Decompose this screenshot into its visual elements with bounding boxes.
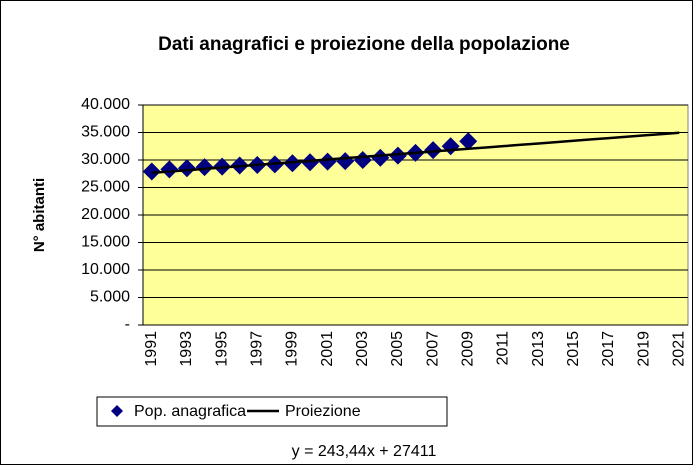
legend-label: Pop. anagrafica bbox=[134, 403, 246, 420]
y-tick-label: 10.000 bbox=[81, 261, 130, 278]
y-tick-label: 5.000 bbox=[90, 289, 130, 306]
y-tick-label: 40.000 bbox=[81, 96, 130, 113]
x-tick-label: 2013 bbox=[530, 331, 547, 367]
data-point bbox=[195, 158, 214, 177]
annotation: y = 243,44x + 27411 bbox=[292, 443, 437, 460]
x-tick-label: 2003 bbox=[354, 331, 371, 367]
legend-label: Proiezione bbox=[285, 403, 361, 420]
x-tick-label: 1993 bbox=[178, 331, 195, 367]
data-point bbox=[424, 141, 443, 160]
data-point bbox=[459, 132, 478, 151]
data-point bbox=[177, 159, 196, 178]
chart-title: Dati anagrafici e proiezione della popol… bbox=[158, 34, 570, 55]
y-tick-label: 35.000 bbox=[81, 124, 130, 141]
y-tick-label: - bbox=[125, 316, 130, 333]
x-tick-label: 2015 bbox=[565, 331, 582, 367]
y-axis-title: N° abitanti bbox=[31, 178, 48, 252]
x-tick-label: 2011 bbox=[495, 331, 512, 366]
x-tick-label: 1999 bbox=[284, 331, 301, 367]
y-tick-label: 30.000 bbox=[81, 151, 130, 168]
trend-line bbox=[151, 131, 680, 175]
data-point bbox=[142, 162, 161, 181]
x-tick-label: 1995 bbox=[213, 331, 230, 367]
x-tick-label: 1991 bbox=[143, 331, 160, 367]
legend-symbol bbox=[111, 405, 123, 417]
data-point bbox=[301, 153, 320, 172]
x-tick-label: 2007 bbox=[424, 331, 441, 367]
data-point bbox=[388, 146, 407, 165]
x-tick-label: 2005 bbox=[389, 331, 406, 367]
data-point bbox=[160, 160, 179, 179]
x-tick-label: 2001 bbox=[319, 331, 336, 367]
x-tick-label: 2021 bbox=[670, 331, 687, 367]
y-tick-label: 15.000 bbox=[81, 234, 130, 251]
y-tick-label: 20.000 bbox=[81, 206, 130, 223]
data-point bbox=[371, 148, 390, 167]
x-tick-label: 2009 bbox=[459, 331, 476, 367]
x-tick-label: 2017 bbox=[600, 331, 617, 367]
data-point bbox=[318, 152, 337, 171]
x-tick-label: 1997 bbox=[248, 331, 265, 367]
x-tick-label: 2019 bbox=[635, 331, 652, 367]
y-tick-label: 25.000 bbox=[81, 179, 130, 196]
